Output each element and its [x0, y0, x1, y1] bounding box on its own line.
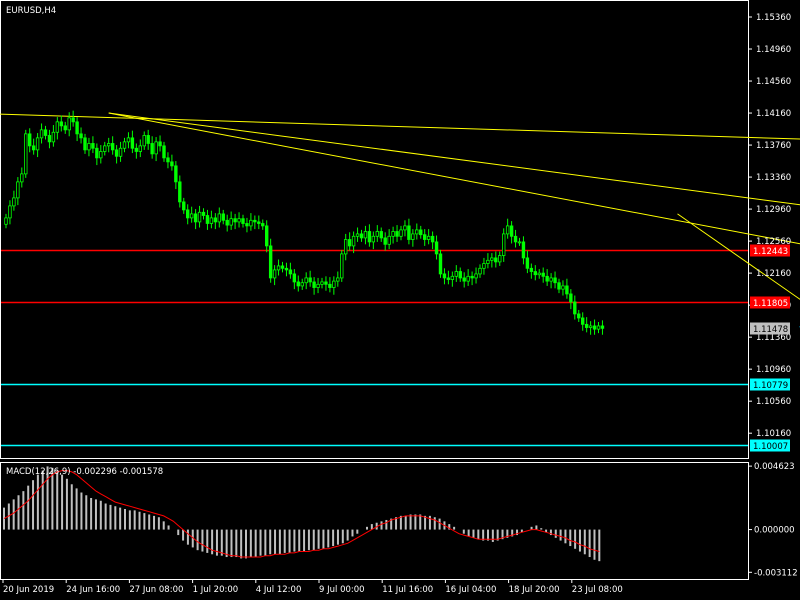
time-tick-label: 23 Jul 08:00 — [572, 585, 623, 595]
macd-title: MACD(12,26,9) -0.002296 -0.001578 — [6, 467, 163, 477]
level-tag-label: 1.12443 — [753, 247, 788, 257]
time-tick-label: 18 Jul 20:00 — [509, 585, 560, 595]
macd-axis: 0.004623 0.000000 -0.003112 — [748, 462, 798, 578]
macd-panel-frame — [1, 463, 749, 580]
price-tick-label: 1.13760 — [756, 141, 791, 151]
price-tick-label: 1.14560 — [756, 77, 791, 87]
time-tick-label: 9 Jul 00:00 — [319, 585, 365, 595]
current-price-label: 1.11478 — [753, 325, 788, 335]
time-axis: 20 Jun 2019 24 Jun 16:00 27 Jun 08:00 1 Jul… — [3, 579, 623, 595]
price-tick-label: 1.14160 — [756, 109, 791, 119]
macd-tick-label: -0.003112 — [754, 568, 798, 578]
price-tick-label: 1.12160 — [756, 269, 791, 279]
time-tick-label: 1 Jul 20:00 — [193, 585, 239, 595]
level-tag-label: 1.11805 — [753, 299, 788, 309]
price-tick-label: 1.15360 — [756, 13, 791, 23]
price-panel: EURUSD,H4 1.153601.149601.145601.141601.… — [0, 1, 800, 459]
price-tick-label: 1.10160 — [756, 429, 791, 439]
candle — [340, 250, 343, 282]
price-panel-frame — [1, 1, 749, 459]
time-tick-label: 16 Jul 04:00 — [445, 585, 496, 595]
time-tick-label: 27 Jun 08:00 — [129, 585, 183, 595]
price-tick-label: 1.10960 — [756, 365, 791, 375]
price-tick-label: 1.12960 — [756, 205, 791, 215]
level-tag-label: 1.10007 — [753, 442, 788, 452]
macd-tick-label: 0.000000 — [754, 526, 795, 536]
price-chart-title: EURUSD,H4 — [6, 6, 56, 16]
candle — [439, 250, 442, 278]
price-tick-label: 1.10560 — [756, 397, 791, 407]
time-tick-label: 20 Jun 2019 — [3, 585, 54, 595]
macd-tick-label: 0.004623 — [754, 462, 795, 472]
time-tick-label: 4 Jul 12:00 — [256, 585, 302, 595]
time-tick-label: 11 Jul 16:00 — [382, 585, 433, 595]
price-axis: 1.15360 1.14960 1.14560 1.14160 1.13760 1.133… — [748, 13, 791, 439]
macd-panel: MACD(12,26,9) -0.002296 -0.001578 0.0046… — [1, 462, 798, 579]
time-tick-label: 24 Jun 16:00 — [66, 585, 120, 595]
price-tick-label: 1.13360 — [756, 173, 791, 183]
level-tag-label: 1.10779 — [753, 381, 788, 391]
price-tick-label: 1.14960 — [756, 45, 791, 55]
candle — [24, 130, 27, 178]
